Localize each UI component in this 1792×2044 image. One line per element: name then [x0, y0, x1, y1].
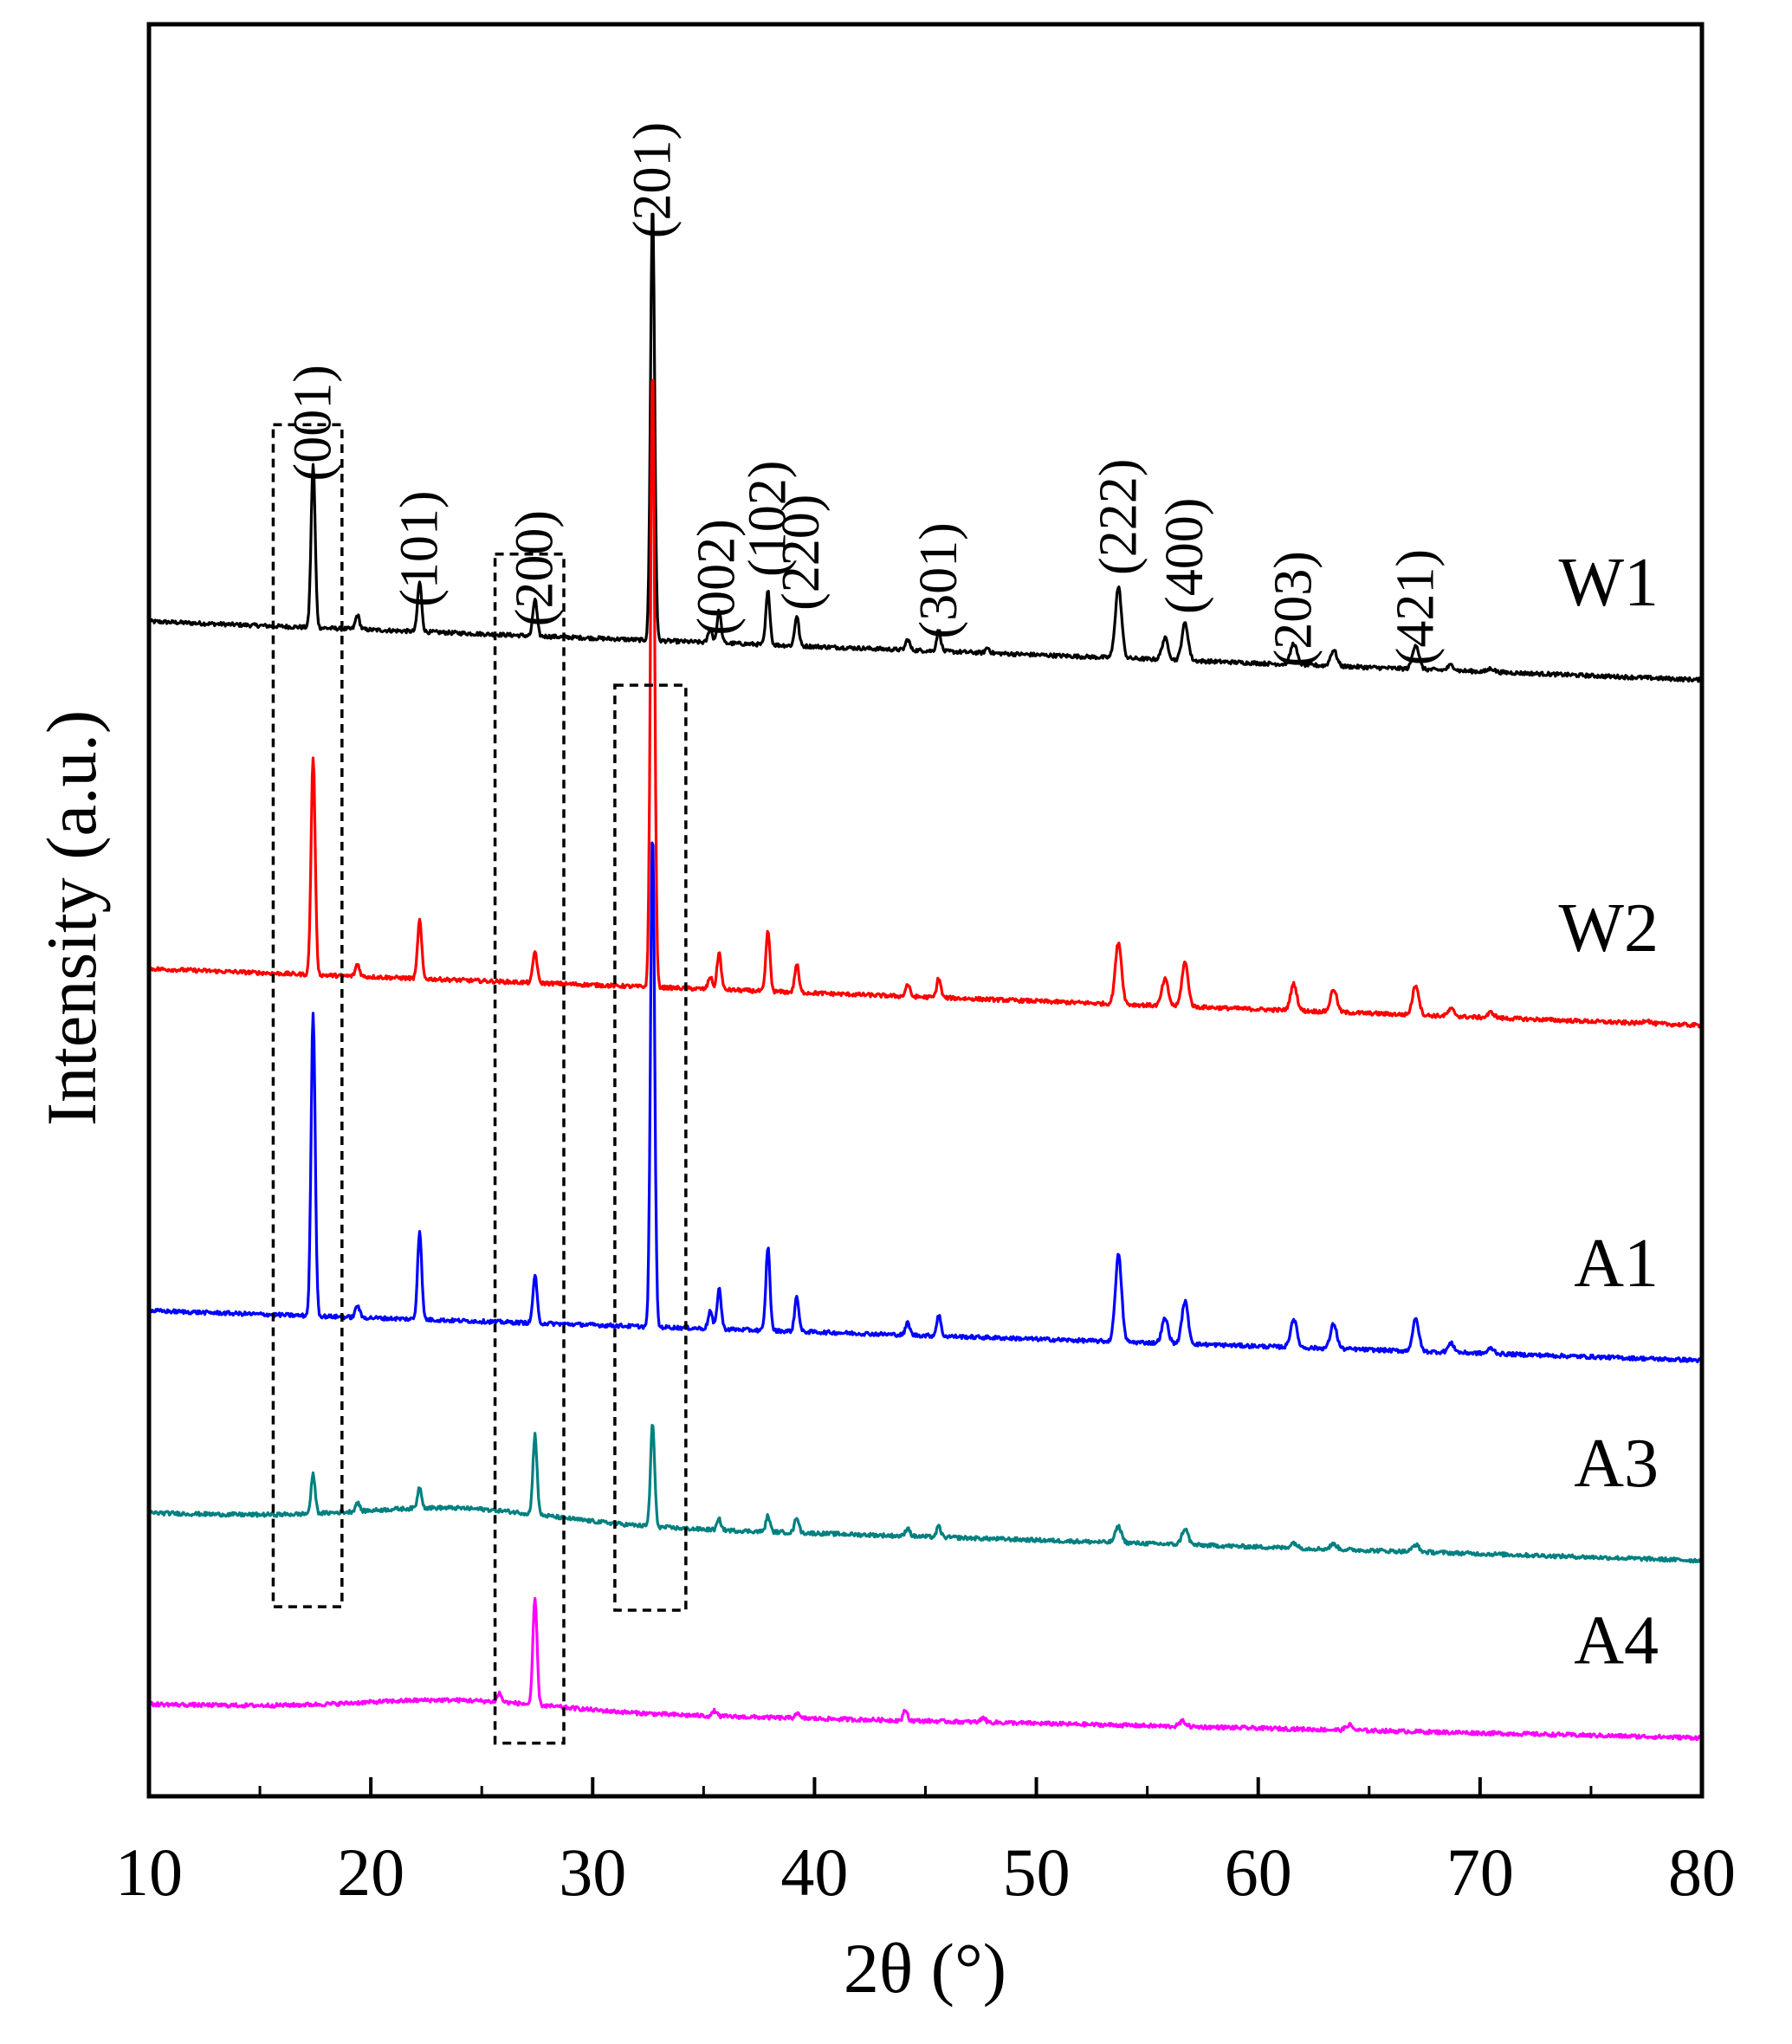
series-label-w1: W1 — [1558, 545, 1659, 621]
highlight-box — [271, 423, 344, 1608]
series-line-w2 — [147, 378, 1704, 1029]
highlight-box — [493, 553, 566, 1745]
series-line-a3 — [147, 1423, 1704, 1564]
highlight-box — [613, 683, 688, 1612]
x-tick-label: 40 — [780, 1834, 848, 1910]
x-tick-label: 80 — [1668, 1834, 1736, 1910]
peak-label: (200) — [506, 510, 565, 626]
x-tick-label: 50 — [1003, 1834, 1071, 1910]
peak-label: (002) — [688, 519, 747, 635]
x-tick-label: 70 — [1446, 1834, 1514, 1910]
x-tick-label: 20 — [337, 1834, 404, 1910]
series-layer — [147, 212, 1704, 1742]
series-line-w1 — [147, 212, 1704, 683]
x-axis-ticks: 10 20 30 40 50 60 70 80 — [115, 1777, 1736, 1910]
peak-labels: (001) (101) (200) (201) (002)(102)(220) (301)… — [284, 122, 1446, 667]
y-axis-title: Intensity (a.u.) — [32, 710, 111, 1126]
series-line-a4 — [148, 1596, 1704, 1742]
peak-label: (203) — [1265, 551, 1323, 667]
highlight-boxes — [271, 423, 688, 1745]
series-label-a3: A3 — [1574, 1426, 1659, 1502]
peak-label: (101) — [391, 490, 450, 606]
peak-label: (201) — [623, 122, 682, 238]
series-labels: W1 W2 A1 A3 A4 — [1558, 545, 1659, 1679]
peak-label: (102) — [739, 461, 798, 577]
peak-label: (301) — [909, 522, 968, 638]
series-label-w2: W2 — [1558, 890, 1659, 967]
peak-label: (001) — [284, 365, 343, 481]
peak-label: (400) — [1155, 498, 1214, 614]
peak-label: (421) — [1387, 549, 1446, 665]
series-line-a1 — [148, 841, 1704, 1364]
series-label-a4: A4 — [1574, 1603, 1659, 1679]
peak-label: (220) — [772, 495, 831, 611]
x-tick-label: 30 — [559, 1834, 626, 1910]
x-axis-title: 2θ (°) — [844, 1929, 1006, 2008]
x-tick-label: 10 — [115, 1834, 183, 1910]
x-tick-label: 60 — [1225, 1834, 1292, 1910]
peak-label: (222) — [1089, 459, 1148, 575]
series-label-a1: A1 — [1574, 1226, 1659, 1302]
